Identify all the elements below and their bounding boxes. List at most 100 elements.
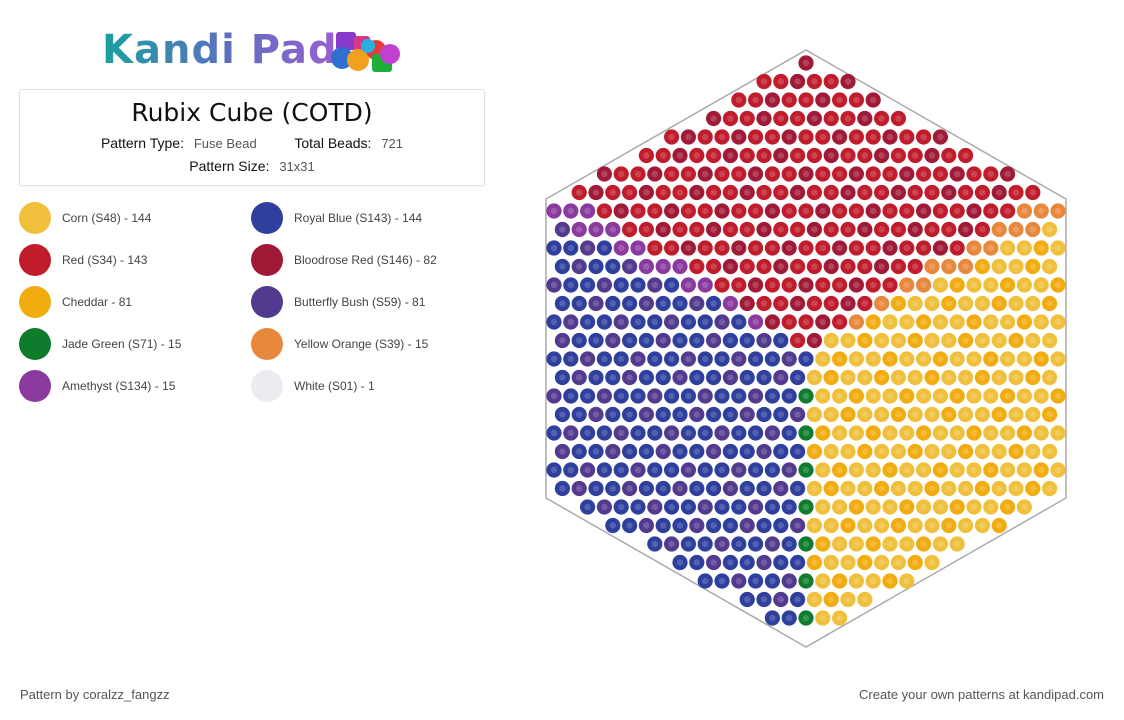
bead <box>546 425 562 441</box>
bead <box>790 73 806 90</box>
bead-hole <box>777 152 784 159</box>
bead-hole <box>567 392 574 400</box>
kandi-pad-logo[interactable]: Kandi Pad <box>102 26 402 74</box>
bead <box>672 332 688 349</box>
bead-hole <box>979 374 986 381</box>
bead <box>790 184 806 201</box>
bead-hole <box>970 503 978 511</box>
bead <box>958 221 974 238</box>
bead-hole <box>693 263 700 270</box>
bead <box>706 554 722 571</box>
bead-hole <box>811 78 818 85</box>
bead-hole <box>744 226 751 233</box>
bead-hole <box>811 263 818 270</box>
bead-hole <box>702 170 709 178</box>
bead-hole <box>1004 392 1011 400</box>
bead <box>764 388 781 404</box>
bead-hole <box>828 78 835 85</box>
bead <box>958 406 974 423</box>
bead <box>874 406 890 423</box>
bead-hole <box>853 133 860 141</box>
bead <box>907 554 923 571</box>
bead <box>596 388 613 404</box>
bead <box>924 480 940 497</box>
bead-hole <box>802 355 810 363</box>
bead-hole <box>895 226 902 233</box>
bead <box>1016 462 1032 478</box>
bead-hole <box>643 152 650 159</box>
bead <box>865 166 881 182</box>
bead-hole <box>920 355 927 363</box>
bead <box>647 166 663 182</box>
total-beads-value: 721 <box>381 136 404 151</box>
bead <box>840 369 856 386</box>
bead-hole <box>592 411 600 418</box>
bead <box>588 221 604 238</box>
bead-hole <box>769 540 776 548</box>
bead <box>983 240 999 256</box>
bead-hole <box>945 189 952 196</box>
bead-hole <box>1004 170 1011 178</box>
bead <box>773 443 789 460</box>
bead-hole <box>962 411 969 418</box>
bead-hole <box>836 133 843 141</box>
bead-hole <box>1038 355 1045 363</box>
bead-hole <box>920 503 927 511</box>
bead <box>1042 443 1058 460</box>
bead <box>790 258 806 275</box>
bead-hole <box>735 207 742 215</box>
bead-hole <box>928 522 936 529</box>
bead <box>756 110 772 127</box>
bead-hole <box>844 337 852 344</box>
bead <box>848 425 865 441</box>
bead <box>991 369 1007 386</box>
bead <box>857 295 873 312</box>
bead <box>764 277 781 293</box>
bead-hole <box>651 170 658 178</box>
bead <box>1042 332 1058 349</box>
bead <box>706 147 722 164</box>
bead <box>764 240 781 256</box>
kandipad-link[interactable]: Create your own patterns at kandipad.com <box>859 687 1104 702</box>
bead-hole <box>752 207 759 215</box>
bead-hole <box>844 374 852 381</box>
bead-hole <box>870 355 877 363</box>
bead <box>916 351 932 367</box>
bead-hole <box>584 207 591 215</box>
bead <box>706 295 722 312</box>
bead <box>790 443 806 460</box>
bead-hole <box>1054 466 1062 474</box>
bead-hole <box>718 244 726 252</box>
bead-hole <box>836 540 843 548</box>
bead <box>832 425 848 441</box>
bead-hole <box>777 374 784 381</box>
bead-hole <box>928 374 936 381</box>
bead-hole <box>970 207 978 215</box>
bead <box>739 221 755 238</box>
bead <box>764 499 781 515</box>
bead-hole <box>895 115 902 122</box>
bead <box>588 184 604 201</box>
bead <box>697 277 713 293</box>
bead-hole <box>727 448 734 455</box>
bead <box>806 591 823 608</box>
bead <box>605 369 621 386</box>
bead-hole <box>895 522 902 529</box>
bead-hole <box>945 485 952 492</box>
bead <box>806 369 823 386</box>
bead-hole <box>1012 263 1020 270</box>
bead <box>638 480 655 497</box>
bead <box>798 277 814 293</box>
bead <box>865 203 881 219</box>
pattern-type-value: Fuse Bead <box>193 136 257 151</box>
bead-hole <box>702 503 709 511</box>
bead <box>580 499 596 515</box>
bead <box>890 480 907 497</box>
bead <box>874 295 890 312</box>
bead <box>714 203 730 219</box>
bead <box>731 129 747 145</box>
bead-hole <box>962 226 969 233</box>
bead <box>697 166 713 182</box>
bead-hole <box>626 226 633 233</box>
bead <box>697 388 713 404</box>
